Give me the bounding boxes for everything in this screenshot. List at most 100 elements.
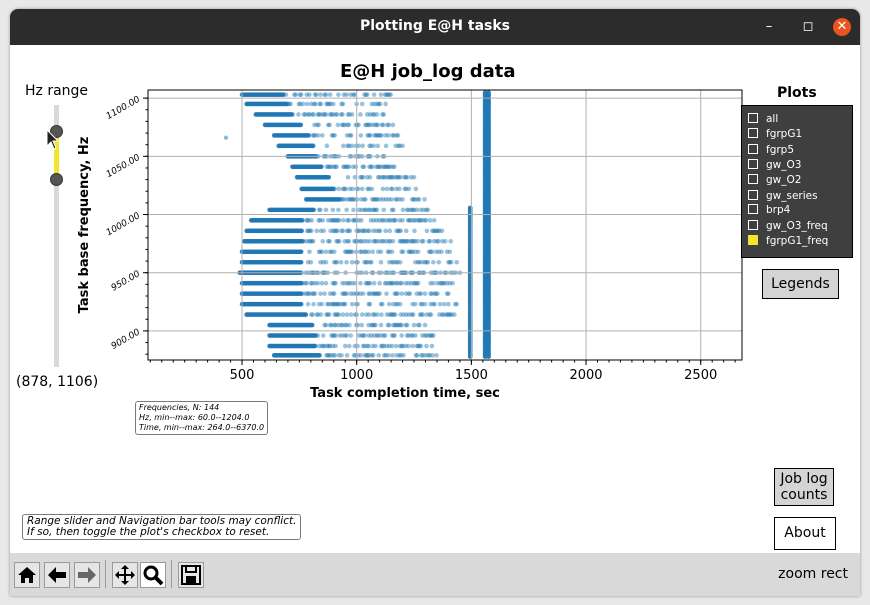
data-point — [305, 291, 311, 296]
data-point — [417, 291, 422, 296]
data-point — [345, 122, 350, 128]
data-point — [448, 238, 454, 244]
checkbox-icon[interactable] — [748, 128, 758, 138]
close-icon[interactable]: ✕ — [833, 18, 851, 36]
save-button[interactable] — [178, 562, 204, 588]
data-point — [318, 291, 323, 296]
checkbox-icon[interactable] — [748, 204, 758, 214]
checkbox-checked-icon[interactable] — [748, 235, 758, 245]
data-point — [411, 280, 417, 286]
data-point — [342, 343, 348, 349]
checkbox-icon[interactable] — [748, 144, 758, 154]
data-point — [323, 249, 329, 255]
data-point — [447, 280, 453, 286]
plot-checkbox-fgrpg1-freq[interactable]: fgrpG1_freq — [748, 234, 828, 249]
data-point — [342, 301, 348, 307]
data-point — [366, 322, 371, 328]
data-point — [415, 218, 421, 223]
data-point — [406, 207, 411, 213]
data-point — [331, 101, 336, 107]
plot-checkbox-label: brp4 — [766, 204, 791, 216]
checkbox-icon[interactable] — [748, 220, 758, 230]
pan-button[interactable] — [112, 562, 138, 588]
data-point — [393, 301, 399, 307]
plot-checkbox-all[interactable]: all — [748, 112, 778, 127]
data-point — [322, 291, 327, 296]
plot-checkbox-fgrpg1[interactable]: fgrpG1 — [748, 127, 802, 142]
minimize-icon[interactable]: – — [765, 19, 773, 34]
forward-button[interactable] — [74, 562, 100, 588]
stats-hz-range: Hz, min--max: 60.0--1204.0 — [139, 413, 250, 422]
home-button[interactable] — [14, 562, 40, 588]
data-point — [391, 280, 396, 286]
data-point — [414, 291, 420, 296]
data-point — [318, 112, 323, 117]
checkbox-icon[interactable] — [748, 190, 758, 200]
data-point — [374, 238, 379, 244]
data-point — [397, 322, 403, 328]
maximize-icon[interactable]: ◻ — [802, 19, 814, 34]
conflict-note-line1: Range slider and Navigation bar tools ma… — [27, 515, 297, 527]
data-point — [381, 112, 387, 117]
data-point — [452, 312, 457, 317]
data-point — [381, 197, 386, 202]
data-point — [340, 101, 346, 107]
job-log-counts-button[interactable]: Job log counts — [774, 468, 834, 506]
data-point — [365, 353, 371, 358]
data-point — [391, 322, 396, 328]
plot-checkbox-gw-o3[interactable]: gw_O3 — [748, 158, 801, 173]
data-point — [329, 112, 334, 117]
data-point — [409, 238, 415, 244]
data-point — [342, 122, 348, 128]
slider-handle-min[interactable] — [50, 173, 63, 186]
back-button[interactable] — [44, 562, 70, 588]
data-point — [311, 101, 317, 107]
data-point — [351, 92, 356, 97]
data-point — [367, 291, 373, 296]
data-point — [331, 186, 336, 192]
data-point — [299, 218, 305, 223]
checkbox-icon[interactable] — [748, 159, 758, 169]
data-point — [340, 228, 346, 234]
data-point — [307, 291, 312, 296]
data-point — [303, 218, 309, 223]
checkbox-icon[interactable] — [748, 174, 758, 184]
data-point — [322, 322, 327, 328]
plot-checkbox-label: gw_O3_freq — [766, 220, 828, 232]
data-point — [375, 312, 380, 317]
data-point — [327, 164, 332, 170]
data-point — [346, 122, 352, 128]
data-point — [419, 333, 425, 338]
data-point — [397, 174, 403, 180]
scatter-chart[interactable]: 500 1000 1500 2000 2500 900.00 950.00 1000.00 10… — [70, 87, 750, 407]
data-point — [389, 343, 395, 349]
data-point — [371, 322, 377, 328]
zoom-button[interactable] — [140, 562, 166, 588]
data-point — [317, 218, 323, 223]
data-point — [347, 322, 352, 328]
data-point — [379, 133, 384, 138]
legends-button[interactable]: Legends — [762, 269, 839, 299]
data-point — [309, 218, 315, 223]
data-point — [391, 333, 396, 338]
checkbox-icon[interactable] — [748, 113, 758, 123]
plot-checkbox-fgrp5[interactable]: fgrp5 — [748, 143, 794, 158]
data-point — [387, 312, 393, 317]
data-point — [394, 228, 399, 234]
plot-checkbox-gw-series[interactable]: gw_series — [748, 189, 818, 204]
plot-checkbox-brp4[interactable]: brp4 — [748, 203, 790, 218]
slider-handle-max[interactable] — [50, 125, 63, 138]
data-point — [342, 249, 348, 255]
plot-checkbox-label: gw_O3 — [766, 159, 802, 171]
about-button[interactable]: About — [774, 517, 836, 550]
plot-checkbox-gw-o2[interactable]: gw_O2 — [748, 173, 801, 188]
data-point — [383, 218, 389, 223]
data-point — [342, 333, 348, 338]
hz-range-slider-track[interactable] — [54, 105, 59, 367]
data-point — [355, 259, 360, 265]
data-point — [367, 301, 373, 307]
data-point — [385, 122, 390, 128]
data-point — [331, 218, 337, 223]
data-point — [364, 259, 370, 265]
plot-checkbox-gw-o3-freq[interactable]: gw_O3_freq — [748, 219, 828, 234]
